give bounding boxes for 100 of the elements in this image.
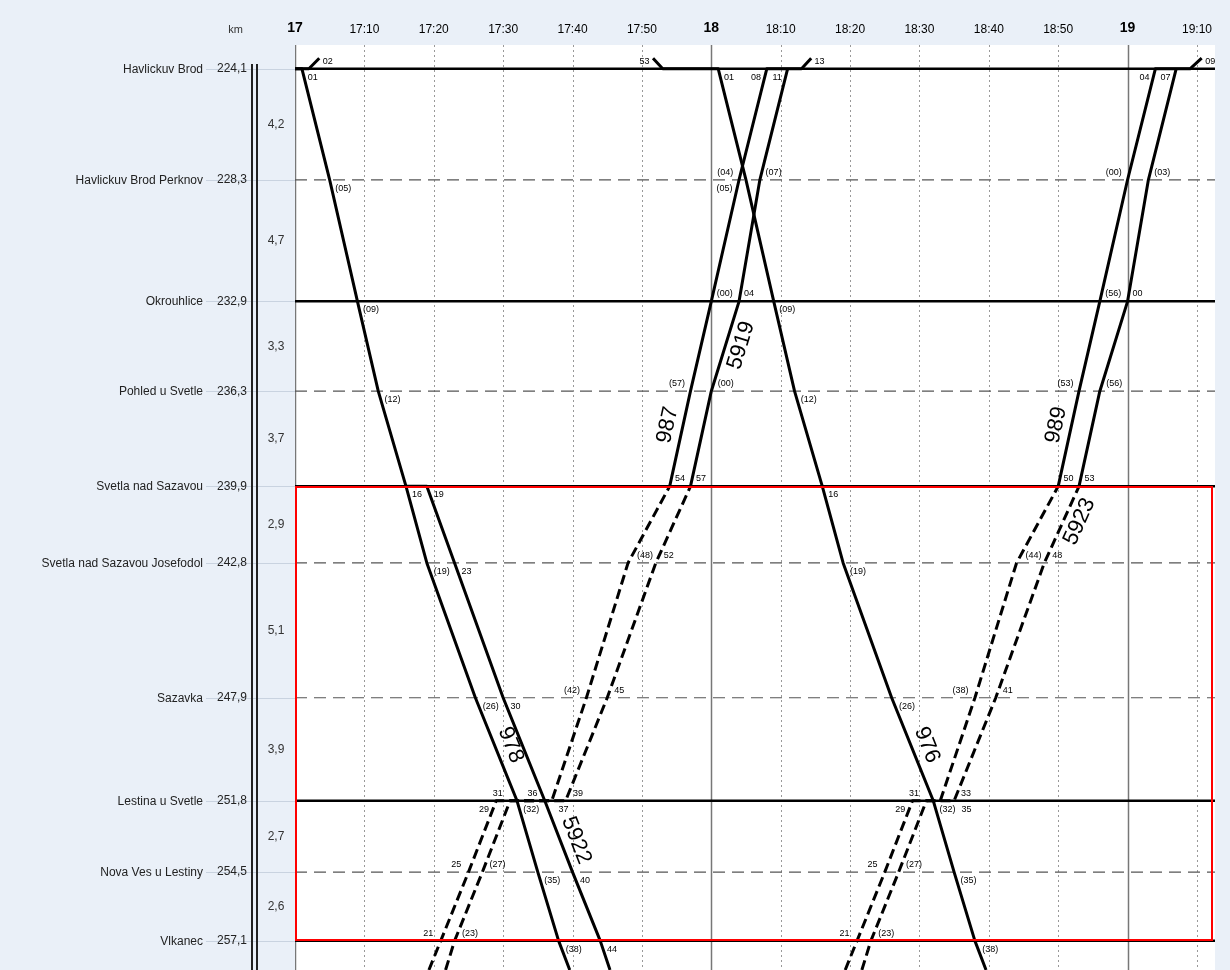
annotation: 57 bbox=[695, 473, 706, 484]
annotation: 29 bbox=[478, 803, 489, 814]
annotation: 16 bbox=[828, 489, 839, 500]
text: 3,3 bbox=[267, 338, 285, 353]
annotation: 37 bbox=[558, 803, 569, 814]
annotation: (05) bbox=[716, 182, 733, 193]
annotation: (38) bbox=[982, 943, 999, 954]
annotation: 54 bbox=[675, 473, 686, 484]
annotation: 5923 bbox=[1056, 493, 1100, 549]
annotation: 48 bbox=[1052, 549, 1063, 560]
annotation: (09) bbox=[779, 304, 796, 315]
annotation: (26) bbox=[899, 700, 916, 711]
annotation: (35) bbox=[544, 875, 561, 886]
y-tick-label: 257,1 bbox=[216, 933, 248, 948]
annotation: (19) bbox=[850, 565, 867, 576]
y-tick-label: 232,9 bbox=[216, 293, 248, 308]
annotation: (57) bbox=[668, 378, 685, 389]
annotation: 53 bbox=[1084, 473, 1095, 484]
y-tick-label: 224,1 bbox=[216, 61, 248, 76]
ref-line-label: Nova Ves u Lestiny bbox=[100, 864, 203, 879]
annotation: (05) bbox=[335, 182, 352, 193]
annotation: (35) bbox=[960, 875, 977, 886]
ref-line-label: Vlkanec bbox=[160, 933, 203, 948]
annotation: (53) bbox=[1057, 378, 1074, 389]
y-tick-label: 239,9 bbox=[216, 478, 248, 493]
ref-line-label: Havlickuv Brod bbox=[122, 61, 203, 76]
annotation: 09 bbox=[1205, 55, 1216, 66]
ref-line-label: Lestina u Svetle bbox=[117, 793, 204, 808]
annotation: (00) bbox=[716, 288, 733, 299]
x-tick-label: 17:30 bbox=[488, 22, 519, 37]
y-tick-label: 247,9 bbox=[216, 690, 248, 705]
annotation: (38) bbox=[565, 943, 582, 954]
annotation: 13 bbox=[814, 55, 825, 66]
annotation: 5919 bbox=[720, 317, 759, 373]
text: 2,7 bbox=[267, 828, 285, 843]
x-tick-label: 18 bbox=[703, 19, 720, 36]
annotation: 04 bbox=[743, 288, 754, 299]
x-tick-label: 18:20 bbox=[835, 22, 866, 37]
annotation: (26) bbox=[482, 700, 499, 711]
annotation: 07 bbox=[1160, 71, 1171, 82]
annotation: 35 bbox=[961, 803, 972, 814]
annotation: (56) bbox=[1105, 288, 1122, 299]
x-tick-label: 17:40 bbox=[557, 22, 588, 37]
annotation: 45 bbox=[614, 684, 625, 695]
annotation: 00 bbox=[1132, 288, 1143, 299]
annotation: 31 bbox=[909, 787, 920, 798]
annotation: 01 bbox=[723, 71, 734, 82]
annotation: 52 bbox=[663, 549, 674, 560]
ref-line-label: Svetla nad Sazavou Josefodol bbox=[41, 555, 203, 570]
y-tick-label: 251,8 bbox=[216, 793, 248, 808]
annotation: 01 bbox=[307, 71, 318, 82]
ref-line-label: Svetla nad Sazavou bbox=[96, 478, 203, 493]
annotation: (09) bbox=[362, 304, 380, 315]
annotation: (32) bbox=[939, 803, 956, 814]
annotation: 5922 bbox=[557, 812, 599, 868]
annotation: 39 bbox=[573, 787, 584, 798]
annotation: 25 bbox=[867, 859, 878, 870]
annotation: 11 bbox=[772, 71, 782, 82]
annotation: 989 bbox=[1038, 404, 1071, 446]
x-tick-label: 18:40 bbox=[973, 22, 1005, 37]
annotation: 44 bbox=[606, 943, 617, 954]
y-tick-label: 228,3 bbox=[216, 172, 248, 187]
annotation: 29 bbox=[895, 803, 906, 814]
x-tick-label: 17:10 bbox=[349, 22, 380, 37]
annotation: (27) bbox=[905, 859, 922, 870]
annotation: 976 bbox=[909, 722, 947, 767]
annotation: 53 bbox=[639, 55, 650, 66]
annotation: 33 bbox=[960, 787, 971, 798]
text: 5,1 bbox=[267, 622, 285, 637]
annotation: 21 bbox=[423, 927, 434, 938]
annotation: 19 bbox=[433, 489, 444, 500]
annotation: (44) bbox=[1025, 549, 1042, 560]
annotation: 23 bbox=[461, 565, 472, 576]
x-tick-label: 18:30 bbox=[904, 22, 935, 37]
annotation: (12) bbox=[800, 394, 817, 405]
annotation: 36 bbox=[527, 787, 538, 798]
text: 4,2 bbox=[267, 116, 285, 131]
ref-line-label: Okrouhlice bbox=[145, 293, 204, 308]
annotation: (42) bbox=[564, 684, 581, 695]
ref-line-label: Havlickuv Brod Perknov bbox=[75, 172, 203, 187]
annotation: (48) bbox=[637, 549, 654, 560]
x-tick-label: 17:50 bbox=[626, 22, 658, 37]
text: 3,9 bbox=[267, 741, 285, 756]
x-tick-label: 18:10 bbox=[765, 22, 797, 37]
annotation: (07) bbox=[765, 166, 782, 177]
x-tick-label: 19:10 bbox=[1181, 22, 1213, 37]
annotation: 41 bbox=[1002, 684, 1013, 695]
annotation: (00) bbox=[1105, 166, 1122, 177]
annotation: (23) bbox=[462, 927, 479, 938]
y-tick-label: 242,8 bbox=[216, 555, 248, 570]
annotation: 16 bbox=[412, 489, 423, 500]
annotation: (12) bbox=[384, 394, 401, 405]
annotation: (04) bbox=[717, 166, 734, 177]
x-tick-label: 17 bbox=[287, 19, 303, 36]
ref-line-label: Sazavka bbox=[156, 690, 204, 705]
y-tick-label: 254,5 bbox=[216, 864, 248, 879]
annotation: 978 bbox=[493, 722, 531, 767]
annotation: (32) bbox=[523, 803, 540, 814]
y-tick-label: 236,3 bbox=[216, 383, 248, 398]
annotation: 25 bbox=[451, 859, 462, 870]
